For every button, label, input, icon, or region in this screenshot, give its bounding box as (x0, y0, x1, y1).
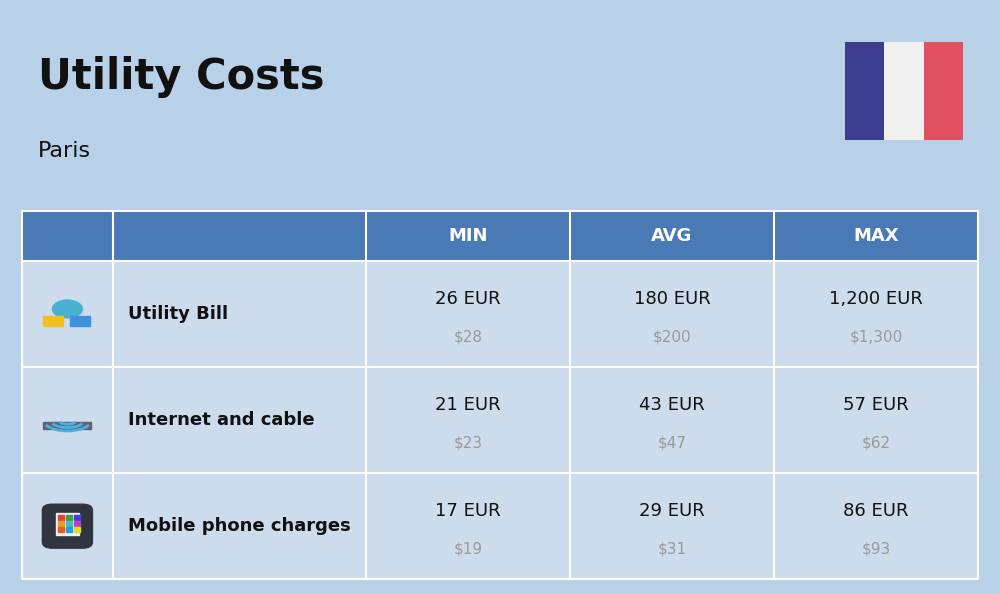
Bar (74, 527, 80, 532)
Text: $93: $93 (861, 541, 891, 556)
Text: Paris: Paris (38, 141, 91, 162)
Bar (924, 42, 963, 140)
Text: 57 EUR: 57 EUR (843, 396, 909, 415)
Text: 26 EUR: 26 EUR (435, 290, 501, 308)
Text: 17 EUR: 17 EUR (435, 503, 501, 520)
Bar (22, 211, 978, 261)
Text: 43 EUR: 43 EUR (639, 396, 705, 415)
Bar (22, 367, 978, 473)
Text: $47: $47 (658, 435, 687, 450)
Text: $200: $200 (653, 330, 691, 345)
Text: Utility Bill: Utility Bill (128, 305, 228, 323)
Bar (74, 514, 80, 520)
Bar (66, 514, 72, 520)
Text: MAX: MAX (853, 227, 899, 245)
Text: $19: $19 (454, 541, 483, 556)
Bar (58, 527, 64, 532)
Text: 21 EUR: 21 EUR (435, 396, 501, 415)
Text: MIN: MIN (448, 227, 488, 245)
Text: $62: $62 (861, 435, 891, 450)
Bar (22, 473, 978, 579)
Text: 1,200 EUR: 1,200 EUR (829, 290, 923, 308)
Circle shape (52, 300, 82, 318)
Text: $1,300: $1,300 (849, 330, 903, 345)
FancyBboxPatch shape (42, 504, 92, 548)
Text: $31: $31 (658, 541, 687, 556)
Text: 86 EUR: 86 EUR (843, 503, 909, 520)
Bar (74, 521, 80, 526)
Text: $28: $28 (454, 330, 483, 345)
Text: 29 EUR: 29 EUR (639, 503, 705, 520)
Bar (56, 513, 79, 535)
Bar (43, 422, 91, 429)
Bar (845, 42, 963, 140)
Text: $23: $23 (454, 435, 483, 450)
Text: Utility Costs: Utility Costs (38, 56, 324, 98)
Bar (22, 261, 978, 367)
Text: 180 EUR: 180 EUR (634, 290, 710, 308)
Bar (845, 42, 884, 140)
Bar (58, 514, 64, 520)
Bar (66, 527, 72, 532)
Bar (58, 521, 64, 526)
Bar (66, 521, 72, 526)
Text: Mobile phone charges: Mobile phone charges (128, 517, 351, 535)
Bar (43, 316, 63, 326)
Text: AVG: AVG (651, 227, 693, 245)
Bar (70, 316, 90, 326)
Text: Internet and cable: Internet and cable (128, 411, 314, 429)
